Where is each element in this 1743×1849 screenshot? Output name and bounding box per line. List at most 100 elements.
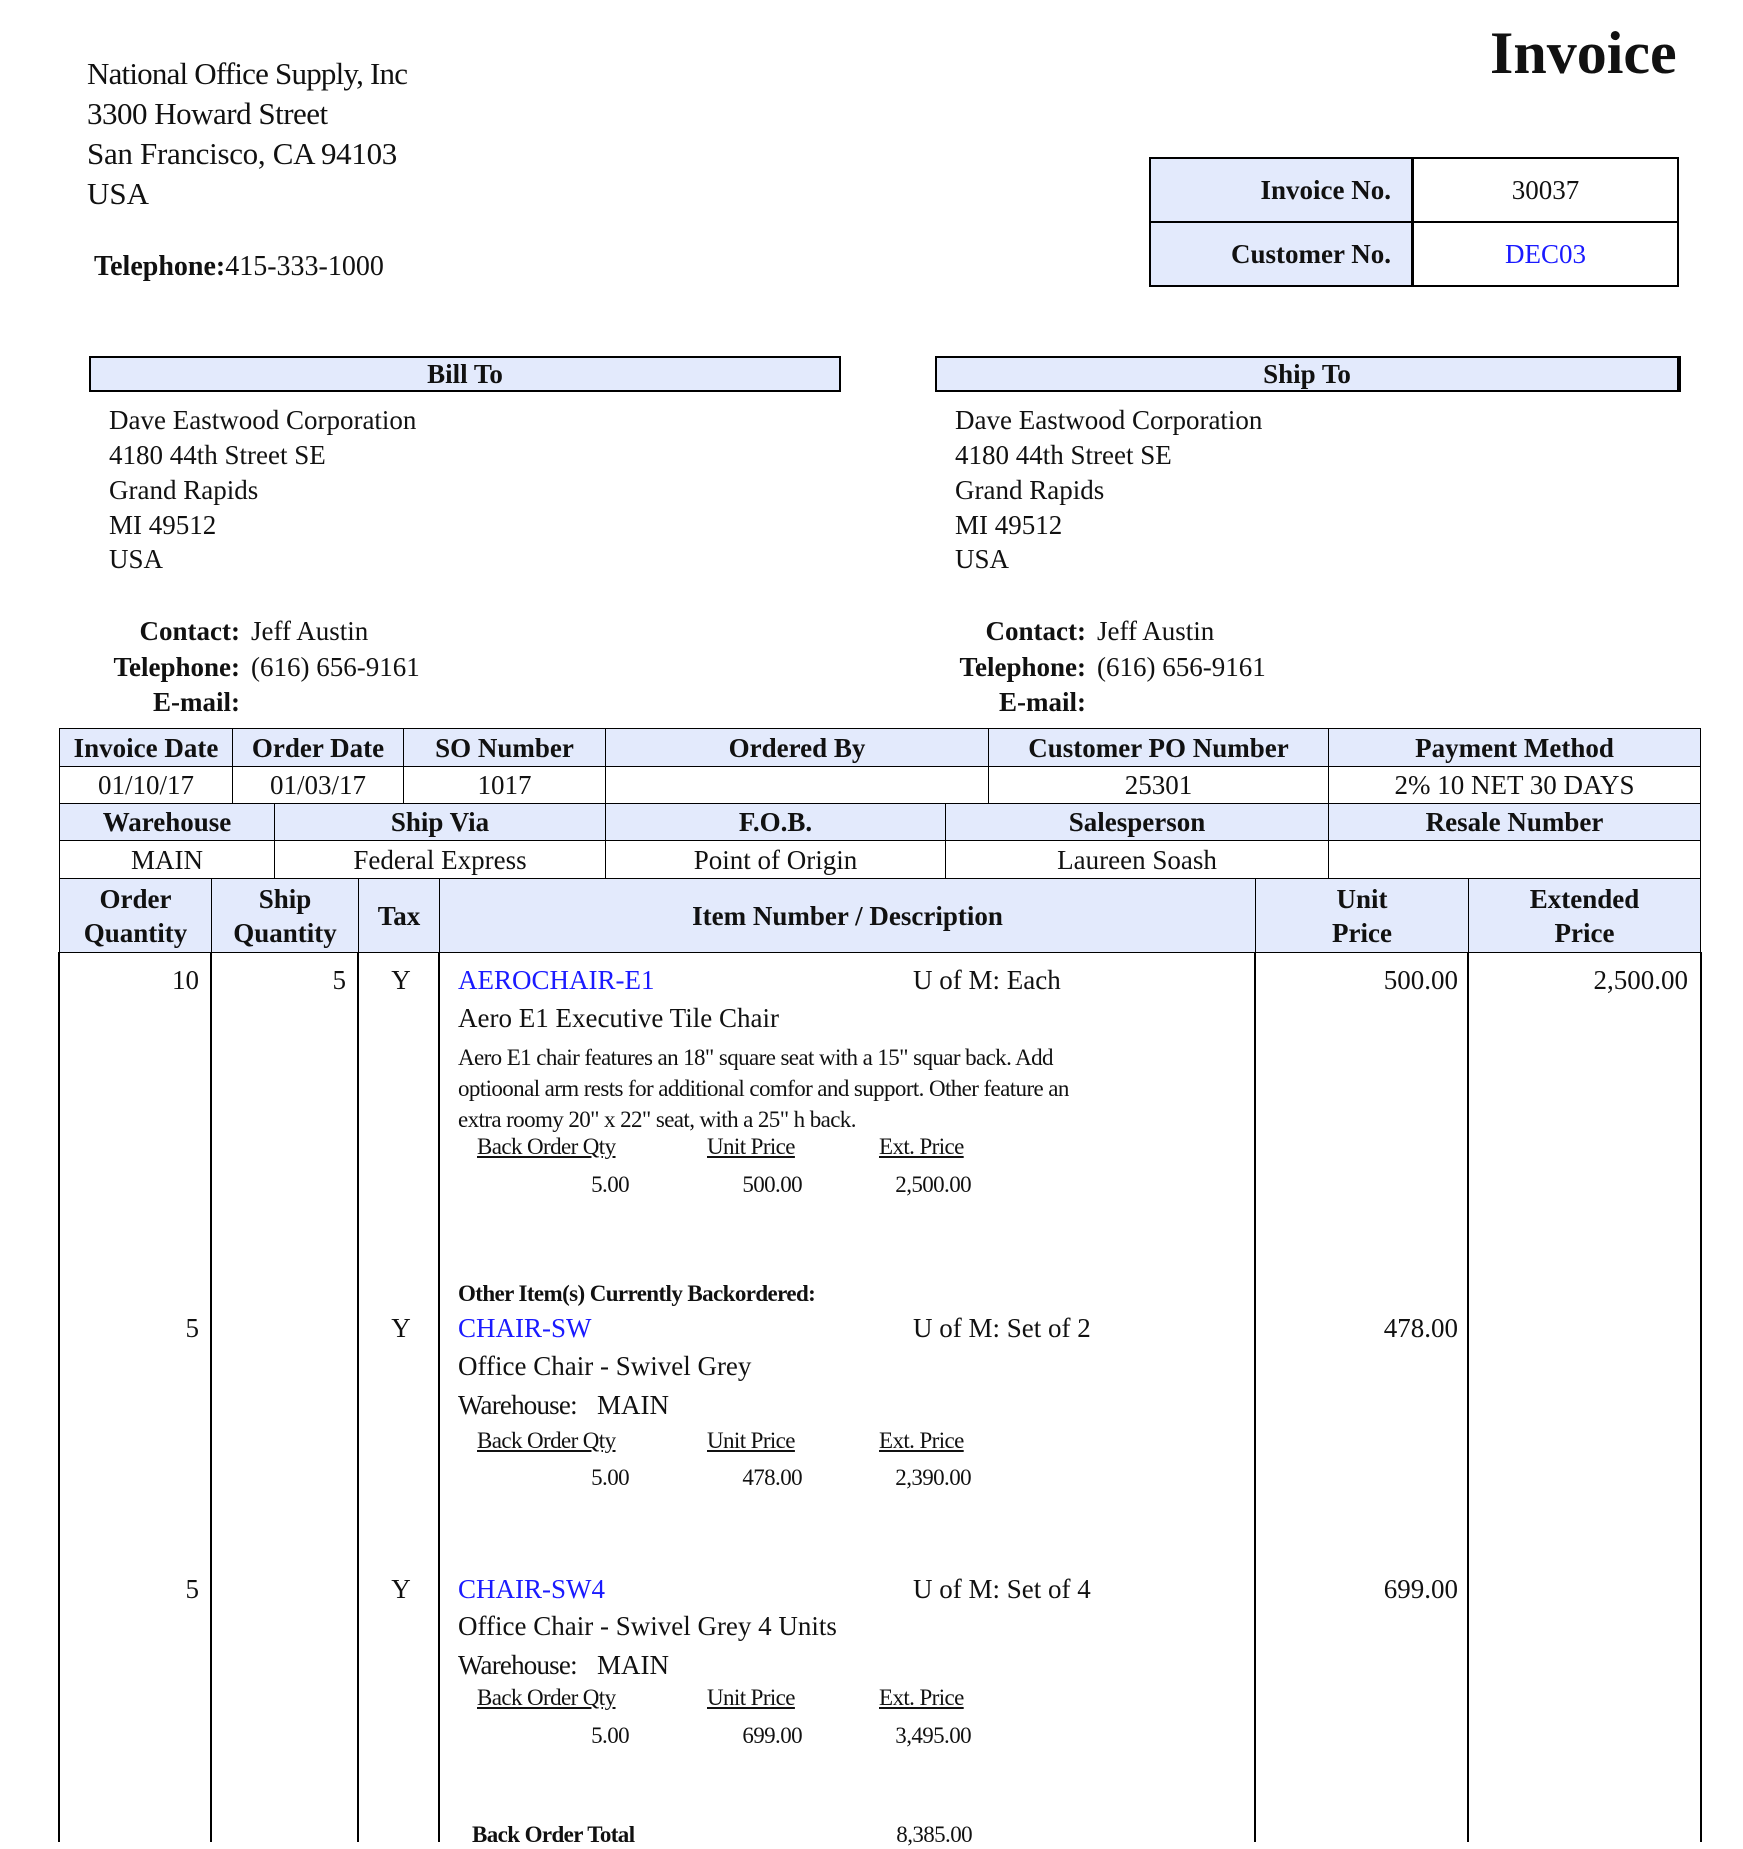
column-divider <box>1467 952 1469 1842</box>
invoice-no-label: Invoice No. <box>1149 157 1413 223</box>
telephone-label: Telephone: <box>94 251 226 282</box>
column-divider <box>210 952 212 1842</box>
hdr-ship-via: Ship Via <box>274 803 606 841</box>
item-uom: U of M: Set of 4 <box>913 1573 1091 1605</box>
col-ext-price-l2: Price <box>1554 917 1615 948</box>
item-description: Office Chair - Swivel Grey <box>458 1351 752 1381</box>
bo-ext-price: 2,390.00 <box>895 1465 971 1490</box>
item-ship-qty: 5 <box>332 965 347 995</box>
hdr-salesperson: Salesperson <box>945 803 1329 841</box>
back-order-total-value: 8,385.00 <box>896 1822 972 1847</box>
warehouse-label: Warehouse: <box>458 1650 578 1680</box>
hdr-so-number: SO Number <box>403 728 606 767</box>
warehouse-value: MAIN <box>597 1650 670 1680</box>
hdr-resale-number: Resale Number <box>1328 803 1701 841</box>
uom-label: U of M: <box>913 1313 1000 1343</box>
item-number-link[interactable]: AEROCHAIR-E1 <box>458 965 655 995</box>
customer-no-value[interactable]: DEC03 <box>1412 221 1679 287</box>
col-ship-qty-l2: Quantity <box>233 917 337 948</box>
val-order-date: 01/03/17 <box>232 766 404 804</box>
item-long-description: extra roomy 20" x 22" seat, with a 25" h… <box>458 1107 856 1132</box>
bo-ext-price-header: Ext. Price <box>879 1134 964 1159</box>
hdr-order-date: Order Date <box>232 728 404 767</box>
item-warehouse: Warehouse: MAIN <box>458 1389 669 1421</box>
bo-unit-price-header: Unit Price <box>707 1428 796 1453</box>
company-street: 3300 Howard Street <box>87 96 328 131</box>
val-customer-po: 25301 <box>988 766 1329 804</box>
bo-qty-header: Back Order Qty <box>477 1428 616 1453</box>
uom-value: Each <box>1006 965 1061 995</box>
bill-to-heading: Bill To <box>89 356 841 392</box>
bill-telephone-value: (616) 656-9161 <box>251 652 420 682</box>
hdr-payment-method: Payment Method <box>1328 728 1701 767</box>
col-order-qty-l1: Order <box>99 883 172 914</box>
bo-unit-price: 500.00 <box>742 1172 802 1197</box>
back-order-total-label: Back Order Total <box>472 1822 635 1847</box>
customer-no-label: Customer No. <box>1149 221 1413 287</box>
val-salesperson: Laureen Soash <box>945 840 1329 879</box>
company-name: National Office Supply, Inc <box>87 56 408 91</box>
col-unit-price-l2: Price <box>1332 917 1392 948</box>
bo-unit-price: 478.00 <box>742 1465 802 1490</box>
col-unit-price: Unit Price <box>1255 878 1469 953</box>
ship-contact-value: Jeff Austin <box>1097 616 1215 646</box>
item-order-qty: 5 <box>185 1313 200 1343</box>
item-description: Aero E1 Executive Tile Chair <box>458 1003 779 1033</box>
bo-ext-price-header: Ext. Price <box>879 1685 964 1710</box>
col-tax: Tax <box>358 878 440 953</box>
col-ship-qty-l1: Ship <box>258 883 312 914</box>
item-warehouse: Warehouse: MAIN <box>458 1649 669 1681</box>
item-tax: Y <box>391 1574 411 1604</box>
item-uom: U of M: Set of 2 <box>913 1312 1091 1344</box>
ship-to-line: Dave Eastwood Corporation <box>955 405 1263 435</box>
item-description: Office Chair - Swivel Grey 4 Units <box>458 1611 837 1641</box>
col-order-qty-l2: Quantity <box>83 917 188 948</box>
column-divider <box>357 952 359 1842</box>
item-number-link[interactable]: CHAIR-SW <box>458 1313 592 1343</box>
item-unit-price: 478.00 <box>1383 1313 1458 1343</box>
bill-to-line: Grand Rapids <box>109 475 259 505</box>
column-divider <box>1700 952 1702 1842</box>
item-uom: U of M: Each <box>913 964 1061 996</box>
bo-unit-price: 699.00 <box>742 1723 802 1748</box>
item-number-link[interactable]: CHAIR-SW4 <box>458 1574 605 1604</box>
column-divider <box>1254 952 1256 1842</box>
company-telephone: Telephone:415-333-1000 <box>94 251 384 283</box>
bo-ext-price-header: Ext. Price <box>879 1428 964 1453</box>
warehouse-label: Warehouse: <box>458 1390 578 1420</box>
bo-qty: 5.00 <box>591 1465 629 1490</box>
ship-telephone-value: (616) 656-9161 <box>1097 652 1266 682</box>
item-order-qty: 10 <box>172 965 199 995</box>
bill-telephone-label: Telephone: <box>113 652 240 682</box>
bill-to-line: MI 49512 <box>109 510 217 540</box>
ship-to-heading: Ship To <box>935 356 1681 392</box>
ship-telephone-label: Telephone: <box>959 652 1086 682</box>
bo-ext-price: 2,500.00 <box>895 1172 971 1197</box>
ship-to-line: 4180 44th Street SE <box>955 440 1172 470</box>
ship-to-line: USA <box>955 544 1010 574</box>
bill-email-label: E-mail: <box>153 687 240 717</box>
bo-qty: 5.00 <box>591 1723 629 1748</box>
item-long-description: Aero E1 chair features an 18" square sea… <box>458 1045 1054 1070</box>
item-tax: Y <box>391 965 411 995</box>
item-order-qty: 5 <box>185 1574 200 1604</box>
bo-unit-price-header: Unit Price <box>707 1685 796 1710</box>
col-unit-price-l1: Unit <box>1336 883 1388 914</box>
ship-email-label: E-mail: <box>999 687 1086 717</box>
bill-to-line: 4180 44th Street SE <box>109 440 326 470</box>
uom-label: U of M: <box>913 965 1000 995</box>
company-city: San Francisco, CA 94103 <box>87 136 397 171</box>
val-payment-method: 2% 10 NET 30 DAYS <box>1328 766 1701 804</box>
val-invoice-date: 01/10/17 <box>59 766 233 804</box>
ship-contact-label: Contact: <box>985 616 1086 646</box>
ship-to-line: Grand Rapids <box>955 475 1105 505</box>
col-order-qty: Order Quantity <box>59 878 212 953</box>
bill-to-line: USA <box>109 544 164 574</box>
hdr-customer-po: Customer PO Number <box>988 728 1329 767</box>
item-unit-price: 500.00 <box>1383 965 1458 995</box>
item-unit-price: 699.00 <box>1383 1574 1458 1604</box>
col-description: Item Number / Description <box>439 878 1256 953</box>
bo-unit-price-header: Unit Price <box>707 1134 796 1159</box>
ship-to-line: MI 49512 <box>955 510 1063 540</box>
item-long-description: optioonal arm rests for additional comfo… <box>458 1076 1069 1101</box>
